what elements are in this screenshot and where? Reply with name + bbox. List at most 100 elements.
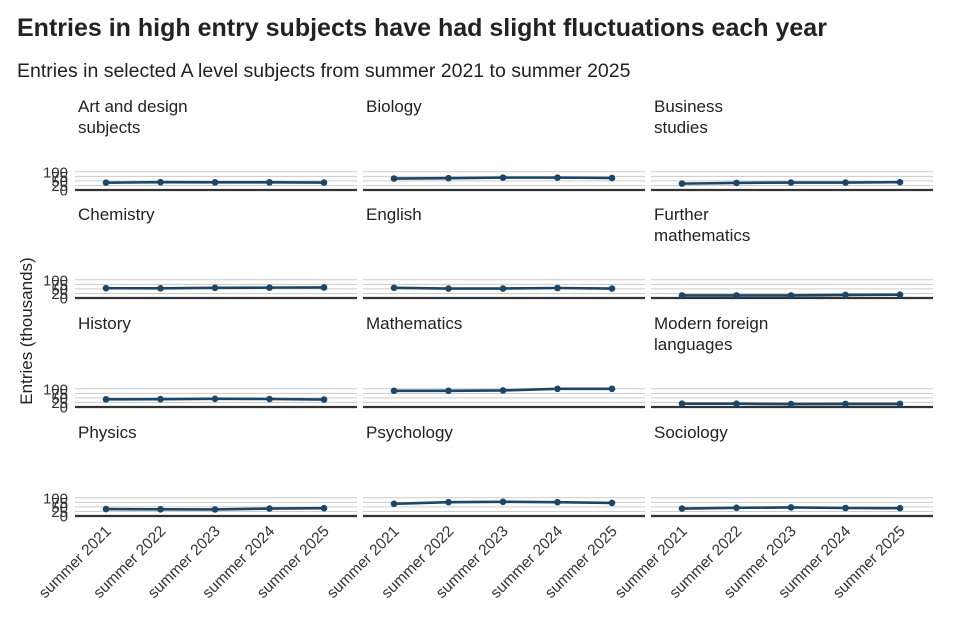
data-point	[733, 400, 740, 408]
data-point	[733, 504, 740, 512]
data-point	[320, 396, 328, 403]
data-point	[320, 179, 328, 186]
facet-label: English	[366, 205, 422, 224]
data-point	[266, 505, 273, 512]
data-point	[499, 387, 507, 394]
facet-label: History	[78, 314, 131, 333]
y-tick-label: 50	[51, 173, 68, 190]
facet-label: Further	[654, 205, 709, 224]
y-tick-label: 50	[51, 281, 68, 298]
data-point	[678, 505, 686, 512]
facet-label: Biology	[366, 97, 422, 116]
data-point	[842, 179, 849, 186]
data-point	[678, 292, 686, 299]
data-point	[102, 396, 110, 403]
data-point	[678, 180, 686, 187]
data-point	[554, 385, 561, 393]
data-point	[733, 179, 740, 187]
y-tick-label: 100	[43, 164, 68, 181]
y-tick-label: 25	[51, 286, 68, 303]
data-point	[554, 284, 561, 292]
facet-label: Sociology	[654, 423, 728, 442]
data-point	[266, 284, 273, 291]
y-tick-label: 0	[60, 183, 68, 200]
data-point	[499, 174, 507, 181]
data-point	[445, 498, 452, 506]
data-point	[842, 291, 849, 299]
data-point	[445, 387, 452, 395]
chart-title: Entries in high entry subjects have had …	[17, 14, 827, 42]
data-point	[896, 291, 904, 299]
data-point	[390, 175, 398, 182]
data-point	[733, 292, 740, 299]
data-point	[211, 506, 219, 513]
data-point	[157, 178, 164, 186]
data-point	[320, 504, 328, 512]
data-point	[390, 500, 398, 508]
facet-label: languages	[654, 335, 732, 354]
y-tick-label: 75	[51, 495, 68, 512]
data-point	[608, 174, 616, 182]
y-tick-label: 100	[43, 490, 68, 507]
facet-label: mathematics	[654, 226, 750, 245]
facet-label: Psychology	[366, 423, 453, 442]
y-tick-label: 25	[51, 504, 68, 521]
data-point	[102, 284, 110, 292]
chart-subtitle: Entries in selected A level subjects fro…	[17, 60, 631, 82]
y-tick-label: 50	[51, 499, 68, 516]
data-point	[554, 498, 561, 506]
facet-business-studies: Business studies	[651, 97, 933, 192]
facet-label: Art and design	[78, 97, 188, 116]
data-point	[266, 395, 273, 403]
y-tick-label: 0	[60, 291, 68, 308]
data-point	[157, 285, 164, 292]
data-point	[499, 285, 507, 292]
facet-sociology: Sociology	[651, 423, 933, 518]
data-point	[787, 179, 795, 186]
data-point	[554, 174, 561, 181]
data-point	[102, 179, 110, 187]
data-point	[390, 284, 398, 292]
facet-label: studies	[654, 118, 708, 137]
facet-label: Business	[654, 97, 723, 116]
y-tick-label: 25	[51, 395, 68, 412]
data-point	[211, 395, 219, 403]
y-tick-label: 100	[43, 381, 68, 398]
facet-modern-foreign-languages: Modern foreign languages	[651, 314, 933, 409]
facet-mathematics: Mathematics	[363, 314, 645, 409]
data-point	[266, 179, 273, 186]
y-tick-label: 0	[60, 400, 68, 417]
facet-label: Mathematics	[366, 314, 462, 333]
facet-label: subjects	[78, 118, 140, 137]
data-point	[320, 284, 328, 291]
facet-english: English	[363, 205, 645, 300]
y-tick-label: 25	[51, 178, 68, 195]
facet-biology: Biology	[363, 97, 645, 192]
data-point	[102, 505, 110, 513]
facet-label: Physics	[78, 423, 137, 442]
data-point	[608, 499, 616, 507]
facet-label: Chemistry	[78, 205, 155, 224]
data-point	[157, 395, 164, 403]
data-point	[608, 285, 616, 292]
y-tick-label: 0	[60, 509, 68, 526]
data-point	[211, 179, 219, 186]
data-point	[896, 178, 904, 186]
data-point	[211, 284, 219, 292]
data-point	[608, 385, 616, 393]
y-tick-label: 100	[43, 272, 68, 289]
data-point	[678, 400, 686, 408]
data-point	[896, 400, 904, 408]
data-point	[445, 174, 452, 182]
data-point	[445, 285, 452, 292]
y-tick-label: 75	[51, 169, 68, 186]
y-axis-label: Entries (thousands)	[17, 257, 36, 404]
data-point	[499, 498, 507, 506]
y-tick-label: 75	[51, 386, 68, 403]
y-tick-label: 50	[51, 390, 68, 407]
data-point	[787, 292, 795, 299]
